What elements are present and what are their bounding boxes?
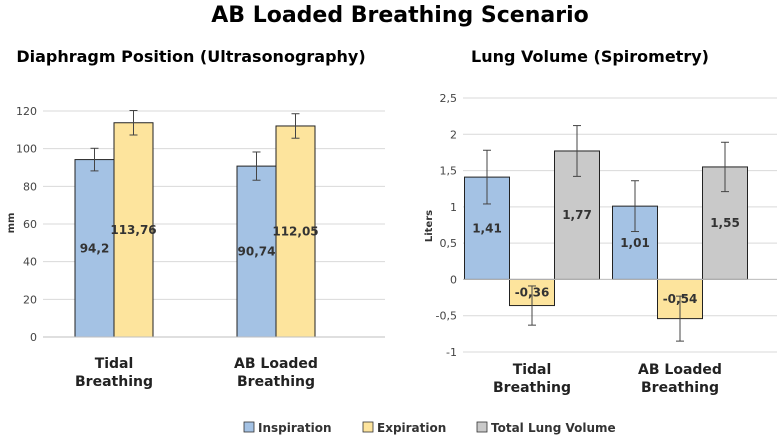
legend-label-expiration: Expiration: [377, 421, 446, 435]
y-tick-label: 0: [450, 273, 457, 286]
category-label: Breathing: [641, 380, 719, 396]
chart-title: Diaphragm Position (Ultrasonography): [16, 47, 365, 66]
plot-area: -1 -0,5 0 0,5 1 1,5 2 2,5 1,41 -0,36 1,77 Tidal Brea…: [436, 92, 777, 396]
y-tick-label: 120: [16, 105, 37, 118]
legend-item-total-lung-volume: Total Lung Volume: [476, 421, 616, 435]
chart-lung-volume: Lung Volume (Spirometry) Liters -1 -0,5 0 0…: [424, 47, 777, 396]
data-label-total-lung-volume: 1,77: [562, 208, 592, 222]
data-label-inspiration: 1,41: [472, 221, 502, 235]
y-tick-label: 0,5: [440, 237, 458, 250]
y-axis-label: mm: [6, 213, 17, 234]
category-label: AB Loaded: [638, 362, 722, 378]
legend-swatch-total-lung-volume: [476, 421, 488, 433]
legend-label-total-lung-volume: Total Lung Volume: [491, 421, 616, 435]
y-tick-label: -0,5: [436, 310, 457, 323]
data-label-expiration: -0,54: [663, 292, 698, 306]
category-label: Tidal: [513, 362, 552, 378]
data-label-expiration: -0,36: [515, 285, 550, 299]
bar-inspiration: [236, 165, 277, 338]
y-axis-label: Liters: [424, 210, 435, 242]
bar-expiration: [275, 125, 316, 338]
legend: Inspiration Expiration Total Lung Volume: [243, 421, 616, 435]
legend-item-expiration: Expiration: [362, 421, 446, 435]
y-tick-label: 20: [23, 293, 37, 306]
data-label-inspiration: 90,74: [238, 245, 276, 259]
data-label-expiration: 113,76: [110, 223, 156, 237]
y-tick-label: 80: [23, 180, 37, 193]
bar-expiration: [113, 122, 154, 338]
y-tick-label: 1,5: [440, 165, 458, 178]
chart-diaphragm-position: Diaphragm Position (Ultrasonography) mm …: [6, 47, 385, 390]
y-tick-label: 40: [23, 256, 37, 269]
y-tick-label: 100: [16, 143, 37, 156]
legend-label-inspiration: Inspiration: [258, 421, 332, 435]
legend-swatch-expiration: [362, 421, 374, 433]
category-label: Breathing: [493, 380, 571, 396]
y-tick-label: 2: [450, 128, 457, 141]
y-tick-label: 0: [30, 331, 37, 344]
y-tick-label: -1: [446, 346, 457, 359]
y-tick-label: 60: [23, 218, 37, 231]
data-label-total-lung-volume: 1,55: [710, 216, 740, 230]
data-label-inspiration: 94,2: [80, 241, 110, 255]
chart-title: Lung Volume (Spirometry): [471, 47, 709, 66]
legend-item-inspiration: Inspiration: [243, 421, 332, 435]
y-tick-label: 1: [450, 201, 457, 214]
category-label: Breathing: [237, 374, 315, 390]
figure-title: AB Loaded Breathing Scenario: [211, 3, 589, 28]
data-label-expiration: 112,05: [272, 224, 318, 238]
category-label: AB Loaded: [234, 356, 318, 372]
data-label-inspiration: 1,01: [620, 236, 650, 250]
category-label: Tidal: [95, 356, 134, 372]
category-label: Breathing: [75, 374, 153, 390]
y-tick-label: 2,5: [440, 92, 458, 105]
legend-swatch-inspiration: [243, 421, 255, 433]
